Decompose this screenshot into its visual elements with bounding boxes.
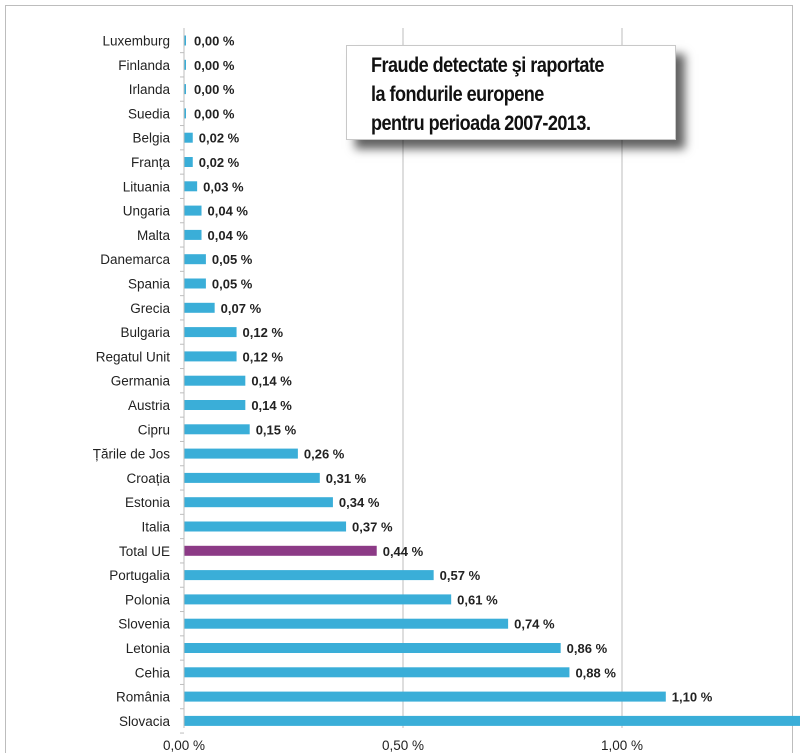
value-label: 0,57 % [440,568,481,583]
bar [184,400,246,410]
bar [184,497,333,508]
bar [184,157,193,167]
bar [184,448,298,459]
category-label: Suedia [128,106,171,121]
category-label: Spania [128,277,171,292]
bar [184,278,206,289]
x-tick-label: 0,00 % [163,738,205,753]
category-label: Cipru [138,422,170,437]
bar [184,570,434,581]
value-label: 0,14 % [251,374,292,389]
category-label: Slovenia [118,617,170,632]
value-label: 0,03 % [203,179,244,194]
bar [184,327,237,338]
chart-title-line-2: la fondurile europene [371,83,544,106]
category-label: Belgia [132,131,170,146]
category-label: Estonia [125,495,171,510]
category-label: Cehia [135,665,171,680]
value-label: 0,04 % [208,204,249,219]
value-label: 0,88 % [575,665,616,680]
category-label: Austria [128,398,171,413]
bar [184,108,186,119]
category-label: Portugalia [109,568,170,583]
value-label: 1,10 % [672,690,713,705]
value-label: 0,31 % [326,471,367,486]
bar [184,424,250,435]
category-label: Regatul Unit [96,349,171,364]
category-label: Bulgaria [120,325,170,340]
value-label: 0,05 % [212,252,253,267]
bar [184,181,198,192]
bar [184,545,377,556]
value-label: 0,26 % [304,447,345,462]
bar [184,229,202,240]
category-label: Franța [131,155,171,170]
value-label: 0,02 % [199,131,240,146]
category-label: Malta [137,228,171,243]
value-label: 0,02 % [199,155,240,170]
bar [184,84,186,95]
value-label: 0,07 % [221,301,262,316]
chart-title-box: Fraude detectate şi raportate la fonduri… [346,45,676,140]
bar [184,715,800,726]
value-label: 0,12 % [243,325,284,340]
category-label: Total UE [119,544,170,559]
chart-title-line-3: pentru perioada 2007-2013. [371,112,591,135]
bar [184,472,320,483]
bar [184,205,202,216]
value-label: 0,05 % [212,277,253,292]
value-label: 0,61 % [457,592,498,607]
chart-title-line-1: Fraude detectate şi raportate [371,54,604,77]
bar [184,691,666,702]
category-label: Germania [111,374,171,389]
x-tick-label: 1,00 % [601,738,643,753]
category-label: Slovacia [119,714,171,729]
bar [184,667,570,678]
value-label: 0,86 % [567,641,608,656]
bar [184,643,561,653]
category-label: Irlanda [129,82,171,97]
value-label: 0,12 % [243,349,284,364]
category-label: Lituania [123,179,171,194]
bar [184,254,206,265]
value-label: 0,44 % [383,544,424,559]
category-label: Croația [126,471,170,486]
value-label: 0,00 % [194,82,235,97]
value-label: 0,34 % [339,495,380,510]
value-label: 0,37 % [352,520,393,535]
value-label: 0,04 % [208,228,249,243]
value-label: 0,00 % [194,106,235,121]
bar [184,132,193,143]
bar [184,59,186,70]
category-label: Finlanda [118,58,170,73]
bar [184,351,237,362]
value-label: 0,74 % [514,617,555,632]
category-label: Ungaria [123,204,171,219]
category-label: Polonia [125,592,171,607]
bar [184,594,452,605]
bar [184,521,347,532]
category-label: Țările de Jos [93,447,171,462]
category-label: Italia [141,520,170,535]
x-tick-label: 0,50 % [382,738,424,753]
category-label: Letonia [126,641,171,656]
bar [184,35,186,46]
chart-frame [5,5,793,753]
bar [184,302,215,313]
category-label: Luxemburg [102,34,170,49]
category-label: România [116,690,171,705]
bar [184,618,509,629]
value-label: 0,14 % [251,398,292,413]
bar [184,375,246,386]
value-label: 0,00 % [194,34,235,49]
category-label: Danemarca [100,252,170,267]
value-label: 0,15 % [256,422,297,437]
value-label: 0,00 % [194,58,235,73]
category-label: Grecia [130,301,170,316]
